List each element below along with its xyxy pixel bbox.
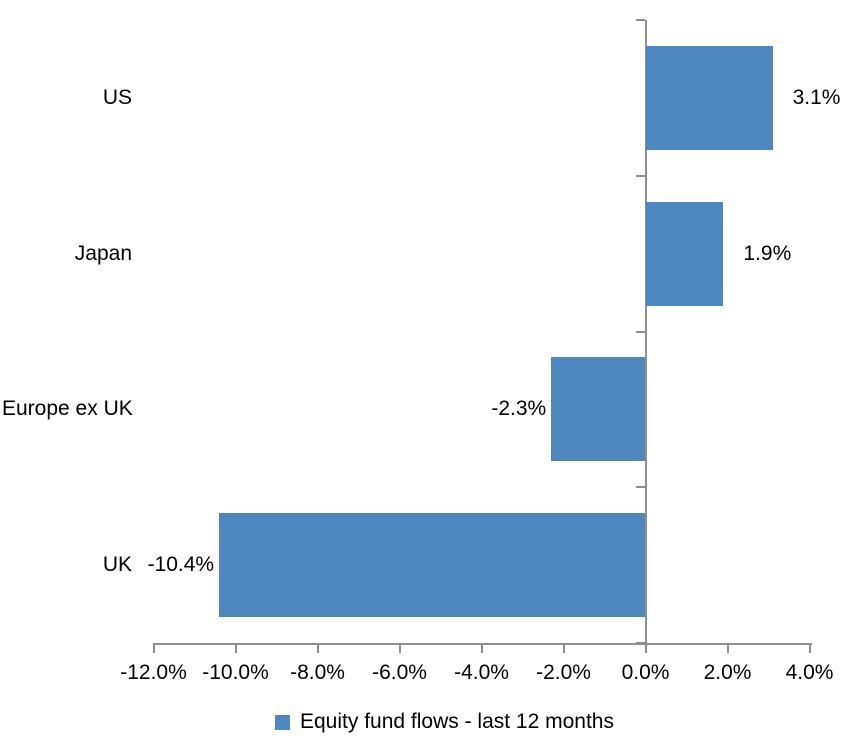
x-axis-tick <box>480 643 483 653</box>
category-tick <box>635 642 645 644</box>
category-tick <box>635 174 645 177</box>
x-tick-label: -8.0% <box>290 661 345 684</box>
x-tick-label: 4.0% <box>785 661 834 684</box>
x-tick-label: -2.0% <box>536 661 591 684</box>
category-tick <box>635 330 645 333</box>
x-axis-tick <box>726 643 729 653</box>
bar-japan <box>645 201 724 306</box>
x-axis-tick <box>562 643 565 653</box>
x-tick-label: 0.0% <box>621 661 670 684</box>
bar-us <box>645 45 773 150</box>
x-tick-label: 2.0% <box>703 661 752 684</box>
category-tick <box>635 486 645 489</box>
x-axis-line <box>153 643 812 645</box>
x-axis-tick <box>808 643 811 653</box>
bar-uk <box>219 513 646 618</box>
category-label-europe-ex-uk: Europe ex UK <box>2 397 133 421</box>
x-tick-label: -10.0% <box>202 661 269 684</box>
x-tick-label: -4.0% <box>454 661 509 684</box>
zero-axis-line <box>644 20 647 653</box>
bar-value-label: 3.1% <box>792 85 841 109</box>
x-axis-tick <box>234 643 237 653</box>
category-label-japan: Japan <box>74 241 132 265</box>
bar-value-label: 1.9% <box>743 241 792 265</box>
category-label-us: US <box>102 85 132 109</box>
category-label-uk: UK <box>102 553 132 577</box>
bar-europe-ex-uk <box>551 357 646 462</box>
bar-value-label: -10.4% <box>147 553 215 577</box>
x-axis-tick <box>316 643 319 653</box>
category-tick <box>635 19 645 21</box>
legend-label: Equity fund flows - last 12 months <box>300 710 614 733</box>
legend-swatch-icon <box>275 714 290 730</box>
legend: Equity fund flows - last 12 months <box>275 709 614 735</box>
x-tick-label: -12.0% <box>120 661 187 684</box>
x-tick-label: -6.0% <box>372 661 427 684</box>
x-axis-tick <box>152 643 155 653</box>
x-axis-tick <box>398 643 401 653</box>
bar-value-label: -2.3% <box>491 397 547 421</box>
